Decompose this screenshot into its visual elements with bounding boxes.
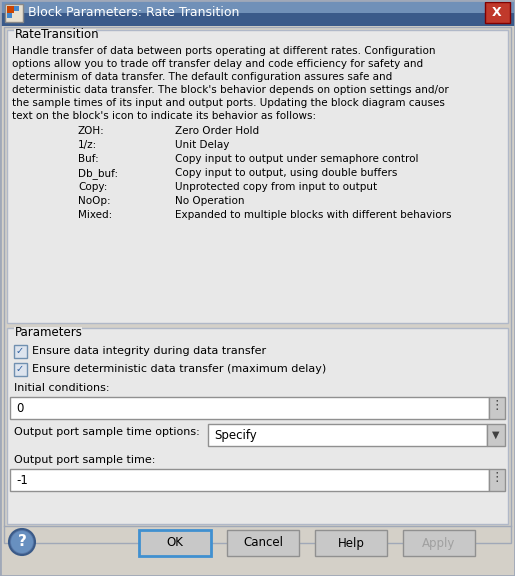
Bar — [489, 397, 505, 419]
Text: RateTransition: RateTransition — [15, 28, 99, 40]
Bar — [14, 29, 96, 41]
Text: Apply: Apply — [422, 536, 456, 550]
Bar — [139, 530, 211, 556]
Text: the sample times of its input and output ports. Updating the block diagram cause: the sample times of its input and output… — [12, 98, 445, 108]
Text: 1/z:: 1/z: — [78, 140, 97, 150]
Bar — [208, 424, 487, 446]
Bar — [315, 530, 387, 556]
Text: Handle transfer of data between ports operating at different rates. Configuratio: Handle transfer of data between ports op… — [12, 46, 436, 56]
Text: Output port sample time:: Output port sample time: — [14, 455, 156, 465]
Bar — [5, 4, 23, 22]
Text: NoOp:: NoOp: — [78, 196, 111, 206]
Circle shape — [11, 531, 33, 553]
Text: text on the block's icon to indicate its behavior as follows:: text on the block's icon to indicate its… — [12, 111, 316, 121]
Bar — [14, 327, 82, 339]
Text: Db_buf:: Db_buf: — [78, 168, 118, 179]
Text: No Operation: No Operation — [175, 196, 245, 206]
Text: Help: Help — [337, 536, 365, 550]
Bar — [7, 13, 12, 18]
Text: Copy input to output under semaphore control: Copy input to output under semaphore con… — [175, 154, 419, 164]
Bar — [4, 27, 511, 543]
Text: determinism of data transfer. The default configuration assures safe and: determinism of data transfer. The defaul… — [12, 72, 392, 82]
Bar — [10, 397, 489, 419]
Bar — [7, 30, 508, 323]
Bar — [487, 424, 505, 446]
Bar — [10, 469, 489, 491]
Text: Ensure data integrity during data transfer: Ensure data integrity during data transf… — [32, 346, 266, 356]
Text: deterministic data transfer. The block's behavior depends on option settings and: deterministic data transfer. The block's… — [12, 85, 449, 95]
Circle shape — [9, 529, 35, 555]
Text: ?: ? — [18, 535, 26, 550]
Text: Block Parameters: Rate Transition: Block Parameters: Rate Transition — [28, 6, 239, 20]
Text: Copy input to output, using double buffers: Copy input to output, using double buffe… — [175, 168, 398, 178]
Bar — [485, 2, 510, 23]
Text: Unprotected copy from input to output: Unprotected copy from input to output — [175, 182, 377, 192]
Text: X: X — [492, 6, 502, 18]
Text: 0: 0 — [16, 402, 23, 415]
Text: ✓: ✓ — [16, 364, 24, 374]
Text: Specify: Specify — [214, 429, 257, 442]
Text: ZOH:: ZOH: — [78, 126, 105, 136]
Text: ▼: ▼ — [492, 430, 500, 440]
Text: Cancel: Cancel — [243, 536, 283, 550]
Text: options allow you to trade off transfer delay and code efficiency for safety and: options allow you to trade off transfer … — [12, 59, 423, 69]
Bar — [14, 363, 27, 376]
Bar — [0, 13, 515, 26]
Text: Expanded to multiple blocks with different behaviors: Expanded to multiple blocks with differe… — [175, 210, 452, 220]
Text: Initial conditions:: Initial conditions: — [14, 383, 110, 393]
Text: Parameters: Parameters — [15, 325, 83, 339]
Text: ✓: ✓ — [16, 346, 24, 356]
Text: -1: -1 — [16, 474, 28, 487]
Text: Zero Order Hold: Zero Order Hold — [175, 126, 259, 136]
Bar — [14, 345, 27, 358]
Text: ⋮: ⋮ — [491, 471, 503, 483]
Text: Copy:: Copy: — [78, 182, 107, 192]
Bar — [403, 530, 475, 556]
Text: ⋮: ⋮ — [491, 399, 503, 411]
Text: Unit Delay: Unit Delay — [175, 140, 229, 150]
Text: OK: OK — [166, 536, 183, 550]
Bar — [227, 530, 299, 556]
Bar — [7, 6, 14, 13]
Text: Mixed:: Mixed: — [78, 210, 112, 220]
Bar — [14, 6, 19, 11]
Text: Buf:: Buf: — [78, 154, 99, 164]
Text: Ensure deterministic data transfer (maximum delay): Ensure deterministic data transfer (maxi… — [32, 364, 326, 374]
Bar — [0, 0, 515, 26]
Bar — [489, 469, 505, 491]
Bar — [7, 328, 508, 524]
Text: Output port sample time options:: Output port sample time options: — [14, 427, 200, 437]
